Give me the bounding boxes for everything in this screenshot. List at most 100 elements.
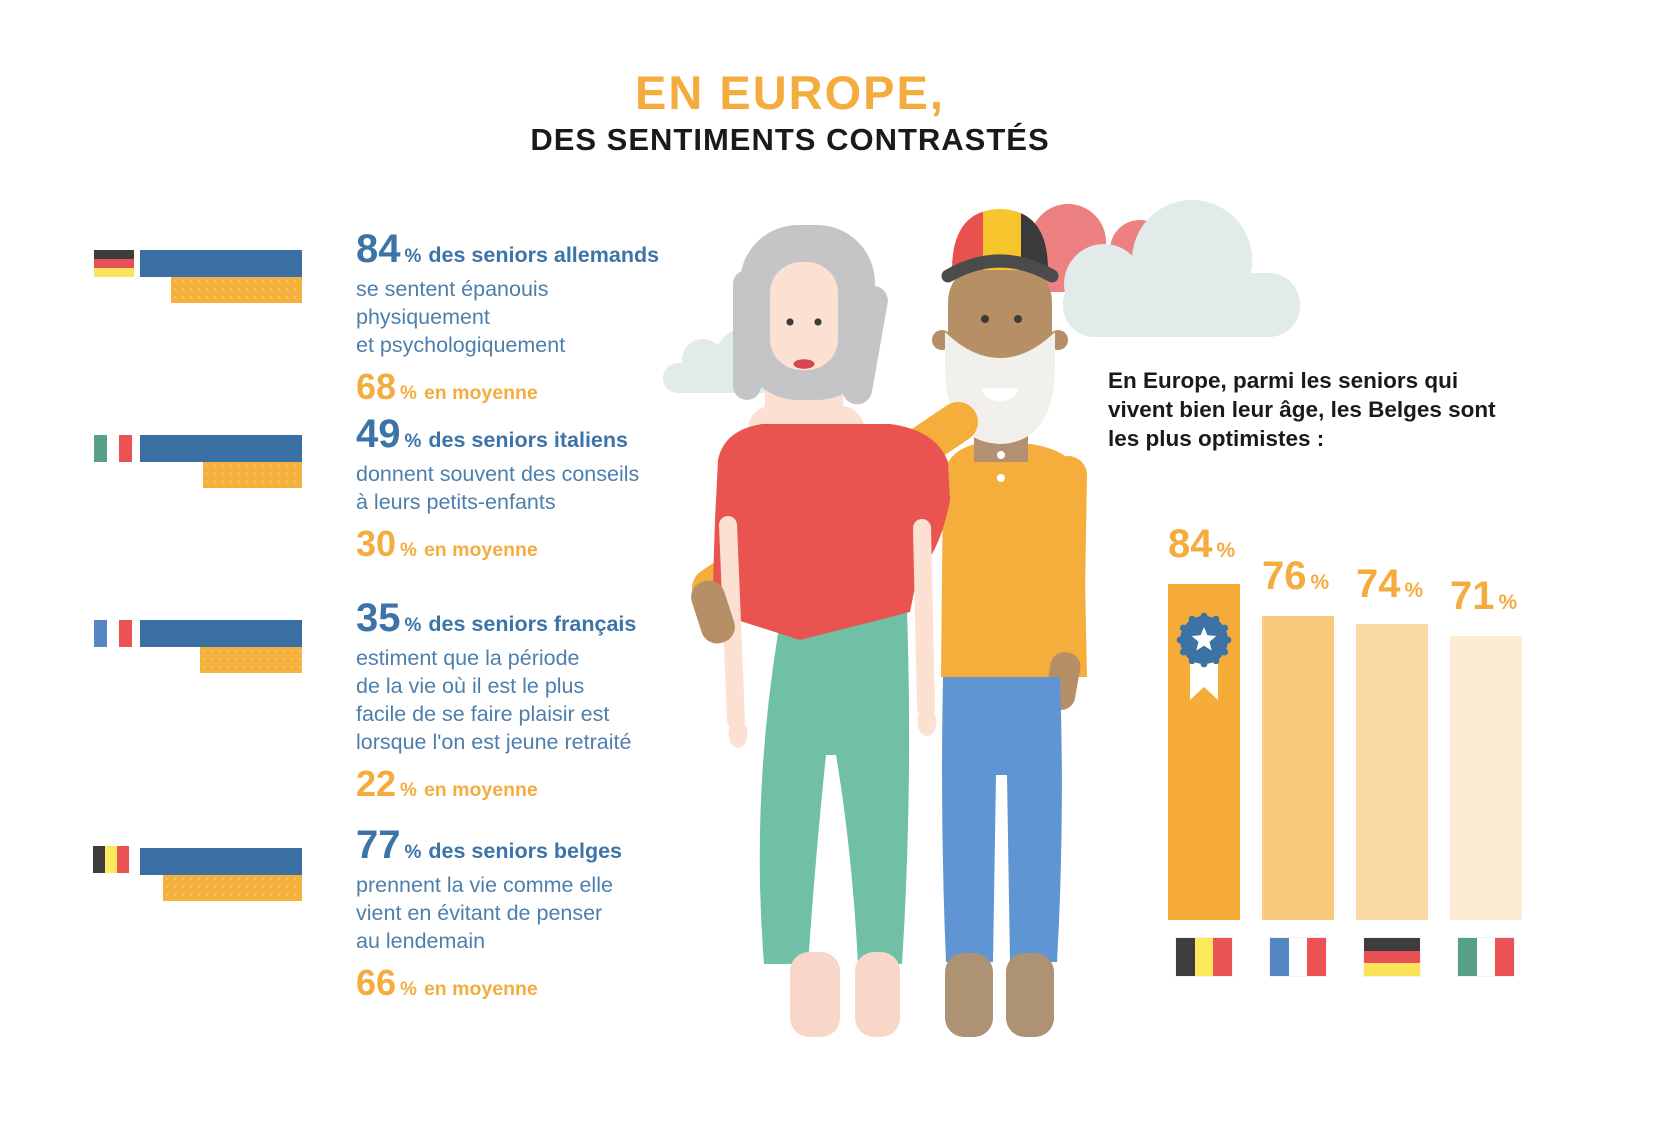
flag-stripe: [1176, 938, 1195, 976]
flag-stripe: [1364, 950, 1420, 964]
italy-flag-icon: [94, 435, 132, 462]
flag-stripe: [1458, 938, 1477, 976]
percent-sign: %: [400, 540, 417, 561]
bar-value-label: 84%: [1168, 522, 1236, 566]
man-hand-on-shoulder: [691, 580, 735, 644]
flag-stripe: [106, 435, 120, 462]
page-title: EN EUROPE,: [635, 66, 945, 119]
description-line: vient en évitant de penser: [356, 901, 603, 925]
description-line: donnent souvent des conseils: [356, 462, 640, 486]
italy-bar-pair: [140, 435, 302, 488]
bar-column-germany: 74%: [1356, 564, 1428, 920]
description-line: de la vie où il est le plus: [356, 674, 585, 698]
germany-stat-description: se sentent épanouis physiquement et psyc…: [356, 275, 686, 359]
france-country-bar: [140, 620, 302, 647]
title-block: EN EUROPE, DES SENTIMENTS CONTRASTÉS: [290, 68, 1290, 158]
belgium-bar-pair: [140, 848, 302, 901]
belgium-stat-value: 77: [356, 823, 401, 867]
bar-column-france: 76%: [1262, 556, 1334, 920]
italy-average-bar: [203, 462, 302, 488]
percent-sign: %: [404, 615, 422, 636]
france-stat-headline: 35% des seniors français: [356, 598, 686, 642]
flag-stripe: [94, 250, 134, 259]
italy-stat-value: 49: [356, 412, 401, 456]
germany-flag-icon: [1356, 938, 1428, 976]
intro-line: vivent bien leur âge, les Belges sont: [1108, 397, 1496, 422]
bar-value-label: 74%: [1356, 562, 1424, 606]
italy-average-line: 30% en moyenne: [356, 524, 686, 572]
germany-stat-value: 84: [356, 227, 401, 271]
bar-france: [1262, 616, 1334, 920]
germany-stat-label: des seniors allemands: [428, 243, 660, 267]
elderly-couple-illustration: [663, 200, 1300, 1037]
france-average-bar: [200, 647, 302, 673]
percent-sign: %: [400, 383, 417, 404]
flag-stripe: [94, 435, 107, 462]
intro-line: En Europe, parmi les seniors qui: [1108, 368, 1459, 393]
italy-country-bar: [140, 435, 302, 462]
flag-stripe: [1288, 938, 1308, 976]
bar-italy: [1450, 636, 1522, 920]
belgium-average-value: 66: [356, 962, 397, 1003]
percent-sign: %: [400, 979, 417, 1000]
italy-average-value: 30: [356, 523, 397, 564]
chart-flags-row: [1168, 938, 1536, 976]
flag-stripe: [1213, 938, 1232, 976]
france-flag-icon: [1262, 938, 1334, 976]
italy-stat-label: des seniors italiens: [428, 428, 628, 452]
belgium-flag-icon: [1168, 938, 1240, 976]
flag-stripe: [94, 268, 134, 277]
description-line: facile de se faire plaisir est: [356, 702, 610, 726]
flag-stripe: [1270, 938, 1289, 976]
flag-stripe: [1364, 963, 1420, 976]
bar-value-label: 76%: [1262, 554, 1330, 598]
germany-country-bar: [140, 250, 302, 277]
france-stat-label: des seniors français: [428, 612, 637, 636]
france-average-value: 22: [356, 763, 397, 804]
belgium-country-bar: [140, 848, 302, 875]
italy-stat-text: 49% des seniors italiens donnent souvent …: [356, 414, 686, 572]
germany-stat-headline: 84% des seniors allemands: [356, 229, 686, 273]
description-line: se sentent épanouis physiquement: [356, 277, 549, 329]
average-label: en moyenne: [423, 382, 538, 404]
germany-average-value: 68: [356, 366, 397, 407]
france-average-line: 22% en moyenne: [356, 764, 686, 812]
germany-stat-text: 84% des seniors allemands se sentent épan…: [356, 229, 686, 415]
description-line: prennent la vie comme elle: [356, 873, 613, 897]
germany-average-line: 68% en moyenne: [356, 367, 686, 415]
flag-stripe: [1194, 938, 1214, 976]
percent-sign: %: [404, 431, 422, 452]
description-line: et psychologiquement: [356, 333, 566, 357]
flag-stripe: [119, 620, 132, 647]
description-line: lorsque l'on est jeune retraité: [356, 730, 632, 754]
flag-stripe: [94, 259, 134, 268]
description-line: estiment que la période: [356, 646, 580, 670]
flag-stripe: [1307, 938, 1326, 976]
cloud-big-icon: [1063, 200, 1300, 337]
optimism-bar-chart: 84% 76% 74%: [1168, 500, 1536, 920]
belgium-average-bar: [163, 875, 302, 901]
description-line: au lendemain: [356, 929, 486, 953]
bar-belgium: [1168, 584, 1240, 920]
belgium-average-line: 66% en moyenne: [356, 963, 686, 1011]
flag-stripe: [93, 846, 105, 873]
france-stat-description: estiment que la période de la vie où il …: [356, 644, 686, 756]
bar-column-italy: 71%: [1450, 576, 1522, 920]
bar-germany: [1356, 624, 1428, 920]
belgium-stat-label: des seniors belges: [428, 839, 622, 863]
percent-sign: %: [400, 780, 417, 801]
france-stat-text: 35% des seniors français estiment que la …: [356, 598, 686, 812]
italy-flag-icon: [1450, 938, 1522, 976]
flag-stripe: [94, 620, 107, 647]
italy-stat-description: donnent souvent des conseils à leurs pet…: [356, 460, 686, 516]
france-bar-pair: [140, 620, 302, 673]
woman-figure: [712, 225, 950, 1037]
france-stat-value: 35: [356, 596, 401, 640]
percent-sign: %: [404, 842, 422, 863]
flag-stripe: [1495, 938, 1514, 976]
flag-stripe: [1364, 938, 1420, 951]
average-label: en moyenne: [423, 539, 538, 561]
description-line: à leurs petits-enfants: [356, 490, 556, 514]
average-label: en moyenne: [423, 779, 538, 801]
